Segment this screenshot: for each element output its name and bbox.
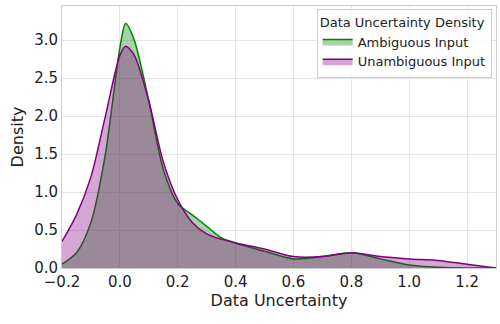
svg-text:−0.2: −0.2 [44,273,80,291]
svg-text:1.5: 1.5 [34,145,58,163]
svg-text:0.5: 0.5 [34,221,58,239]
svg-text:Data Uncertainty Density: Data Uncertainty Density [320,15,485,30]
svg-text:0.4: 0.4 [224,273,248,291]
svg-text:0.0: 0.0 [108,273,132,291]
svg-text:2.0: 2.0 [34,107,58,125]
svg-text:1.0: 1.0 [34,183,58,201]
svg-text:0.2: 0.2 [166,273,190,291]
svg-text:0.6: 0.6 [282,273,306,291]
svg-text:2.5: 2.5 [34,69,58,87]
svg-text:0.8: 0.8 [339,273,363,291]
svg-text:1.0: 1.0 [397,273,421,291]
svg-text:0.0: 0.0 [34,259,58,277]
svg-text:3.0: 3.0 [34,31,58,49]
svg-text:Density: Density [8,107,27,168]
svg-text:1.2: 1.2 [455,273,479,291]
svg-text:Ambiguous Input: Ambiguous Input [358,35,469,50]
svg-text:Unambiguous Input: Unambiguous Input [358,54,486,69]
svg-text:Data Uncertainty: Data Uncertainty [211,291,348,310]
